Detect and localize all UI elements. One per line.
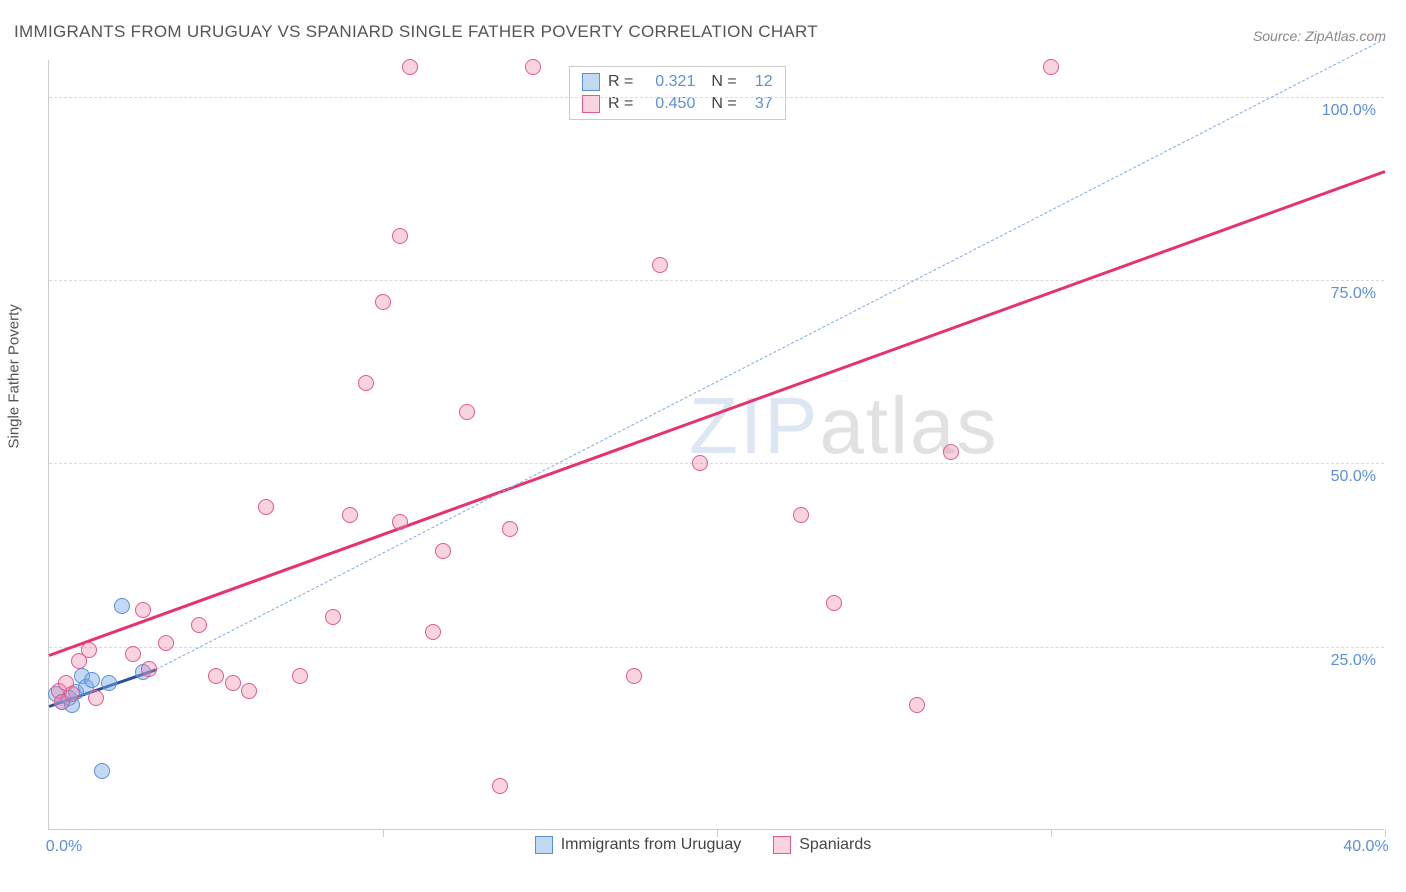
data-point (492, 778, 508, 794)
data-point (943, 444, 959, 460)
legend-label: Immigrants from Uruguay (561, 836, 742, 854)
data-point (826, 595, 842, 611)
data-point (64, 686, 80, 702)
gridline (49, 97, 1384, 98)
data-point (125, 646, 141, 662)
legend-swatch (535, 836, 553, 854)
y-tick-label: 25.0% (1331, 652, 1376, 670)
n-label: N = (711, 73, 736, 91)
regression-line (48, 170, 1385, 657)
data-point (626, 668, 642, 684)
data-point (208, 668, 224, 684)
r-label: R = (608, 95, 633, 113)
series-legend: Immigrants from Uruguay Spaniards (0, 836, 1406, 854)
data-point (258, 499, 274, 515)
data-point (392, 514, 408, 530)
data-point (241, 683, 257, 699)
legend-label: Spaniards (799, 836, 871, 854)
data-point (425, 624, 441, 640)
scatter-chart: ZIPatlas R = 0.321 N = 12 R = 0.450 N = 37 25.0… (48, 60, 1384, 830)
data-point (525, 59, 541, 75)
data-point (793, 507, 809, 523)
x-tick-label: 0.0% (46, 838, 82, 856)
gridline (49, 647, 1384, 648)
data-point (909, 697, 925, 713)
data-point (225, 675, 241, 691)
data-point (692, 455, 708, 471)
y-tick-label: 75.0% (1331, 285, 1376, 303)
data-point (459, 404, 475, 420)
data-point (392, 228, 408, 244)
data-point (114, 598, 130, 614)
data-point (191, 617, 207, 633)
data-point (94, 763, 110, 779)
r-value: 0.450 (641, 95, 695, 113)
legend-item: Immigrants from Uruguay (535, 836, 742, 854)
data-point (502, 521, 518, 537)
data-point (1043, 59, 1059, 75)
gridline (49, 280, 1384, 281)
legend-swatch (582, 73, 600, 91)
legend-row: R = 0.321 N = 12 (582, 71, 773, 93)
x-tick-label: 40.0% (1343, 838, 1388, 856)
r-value: 0.321 (641, 73, 695, 91)
regression-line (156, 38, 1386, 670)
watermark-atlas: atlas (819, 381, 998, 470)
legend-item: Spaniards (773, 836, 871, 854)
legend-swatch (582, 95, 600, 113)
data-point (375, 294, 391, 310)
n-value: 12 (745, 73, 773, 91)
data-point (101, 675, 117, 691)
data-point (135, 602, 151, 618)
data-point (358, 375, 374, 391)
chart-title: IMMIGRANTS FROM URUGUAY VS SPANIARD SING… (14, 22, 818, 42)
data-point (652, 257, 668, 273)
data-point (402, 59, 418, 75)
data-point (84, 672, 100, 688)
data-point (141, 661, 157, 677)
data-point (81, 642, 97, 658)
data-point (325, 609, 341, 625)
y-tick-label: 50.0% (1331, 468, 1376, 486)
data-point (88, 690, 104, 706)
data-point (158, 635, 174, 651)
data-point (435, 543, 451, 559)
n-label: N = (711, 95, 736, 113)
watermark-zip: ZIP (689, 381, 819, 470)
data-point (292, 668, 308, 684)
legend-swatch (773, 836, 791, 854)
data-point (342, 507, 358, 523)
source-attribution: Source: ZipAtlas.com (1253, 28, 1386, 44)
y-tick-label: 100.0% (1322, 102, 1376, 120)
r-label: R = (608, 73, 633, 91)
gridline (49, 463, 1384, 464)
y-axis-label: Single Father Poverty (6, 304, 23, 448)
n-value: 37 (745, 95, 773, 113)
correlation-legend: R = 0.321 N = 12 R = 0.450 N = 37 (569, 66, 786, 120)
